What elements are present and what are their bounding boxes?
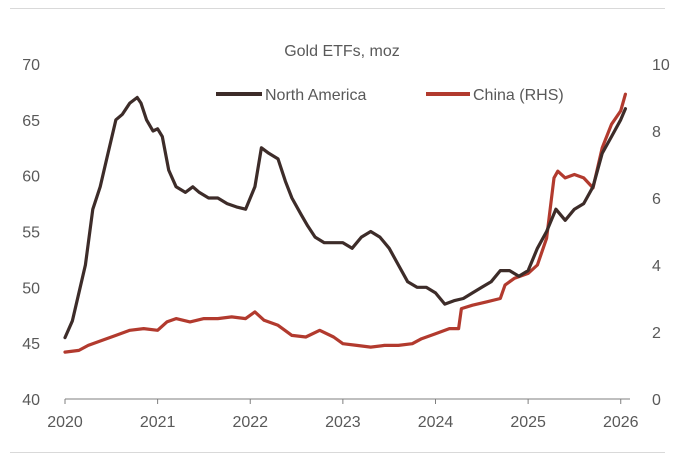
bottom-divider [10, 452, 665, 453]
chart-title: Gold ETFs, moz [284, 43, 400, 60]
right-tick-label: 6 [652, 191, 661, 208]
left-tick-label: 55 [22, 225, 40, 242]
top-divider [10, 8, 665, 9]
left-y-axis: 40 45 50 55 60 65 70 [22, 57, 40, 409]
legend: North America China (RHS) [216, 87, 564, 104]
left-tick-label: 70 [22, 57, 40, 74]
x-tick-label: 2021 [140, 414, 176, 431]
left-tick-label: 45 [22, 336, 40, 353]
legend-label-north-america: North America [265, 87, 366, 104]
x-tick-label: 2025 [510, 414, 546, 431]
left-tick-label: 50 [22, 280, 40, 297]
x-tick-label: 2023 [325, 414, 361, 431]
left-tick-label: 60 [22, 169, 40, 186]
right-tick-label: 8 [652, 124, 661, 141]
right-tick-label: 4 [652, 258, 661, 275]
x-tick-label: 2026 [603, 414, 639, 431]
x-tick-label: 2020 [47, 414, 83, 431]
left-tick-label: 40 [22, 392, 40, 409]
right-tick-label: 0 [652, 392, 661, 409]
x-tick-label: 2022 [232, 414, 268, 431]
x-tick-label: 2024 [418, 414, 454, 431]
series-layer [63, 92, 628, 354]
right-tick-label: 2 [652, 325, 661, 342]
legend-label-china: China (RHS) [473, 87, 564, 104]
series-line-north-america [63, 95, 628, 340]
right-tick-label: 10 [652, 57, 670, 74]
left-tick-label: 65 [22, 113, 40, 130]
right-y-axis: 0 2 4 6 8 10 [652, 57, 670, 409]
x-axis: 2020 2021 2022 2023 2024 2025 2026 [47, 398, 639, 431]
series-line-china [63, 92, 628, 354]
